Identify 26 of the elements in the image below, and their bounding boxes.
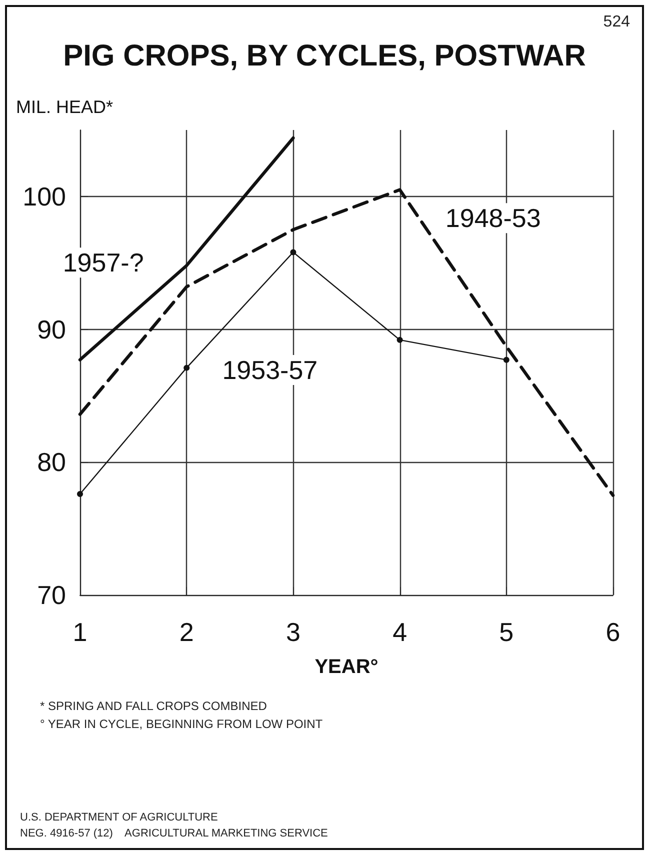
series-label: 1953-57: [222, 355, 318, 386]
x-tick-label: 6: [606, 617, 620, 647]
x-axis-title: YEAR°: [314, 656, 378, 678]
y-tick-label: 90: [37, 314, 66, 344]
point: [77, 491, 83, 498]
point: [290, 249, 296, 256]
series-label: 1957-?: [62, 248, 144, 278]
text: * SPRING AND FALL CROPS COMBINED: [40, 699, 268, 713]
y-axis-title: MIL. HEAD*: [16, 97, 114, 117]
x-tick-label: 4: [392, 617, 408, 647]
x-tick-label: 3: [286, 617, 300, 647]
text: ° YEAR IN CYCLE, BEGINNING FROM LOW POINT: [40, 717, 324, 731]
point: [396, 336, 403, 343]
x-tick-label: 2: [179, 617, 194, 647]
chart-title: PIG CROPS, BY CYCLES, POSTWAR: [63, 40, 586, 72]
x-tick-label: 1: [72, 617, 88, 647]
y-tick-label: 70: [37, 580, 66, 610]
text: 524: [603, 14, 630, 30]
y-tick-label: 80: [37, 447, 66, 478]
y-tick-label: 100: [22, 181, 66, 212]
point: [184, 364, 190, 371]
series-label: 1948-53: [445, 203, 541, 234]
text: U.S. DEPARTMENT OF AGRICULTURE: [20, 812, 218, 824]
x-tick-label: 5: [499, 617, 514, 647]
point: [503, 356, 510, 363]
text: NEG. 4916-57 (12) AGRICULTURAL MARKETING SERVICE: [20, 828, 328, 840]
